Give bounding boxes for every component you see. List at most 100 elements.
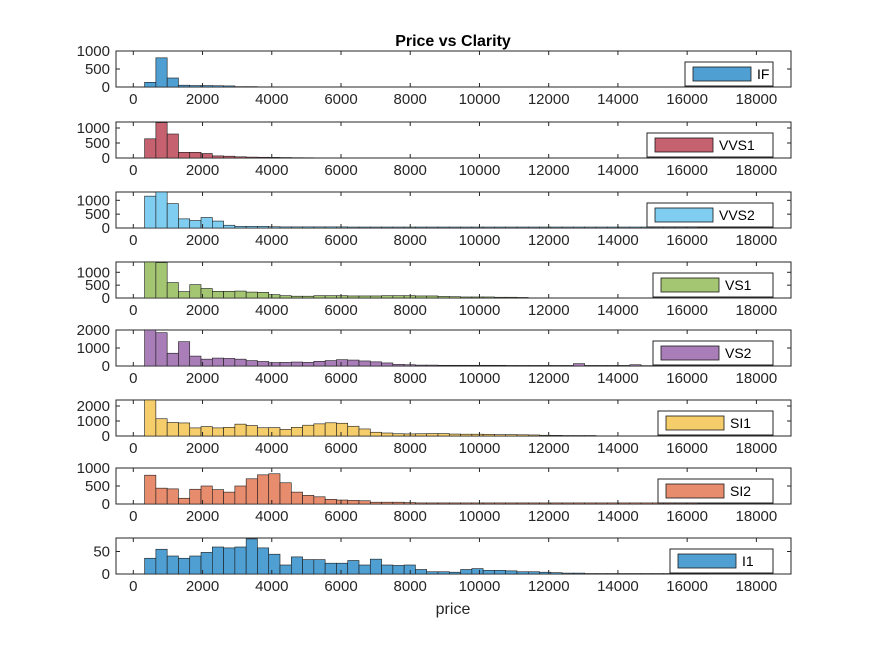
histogram-bar bbox=[381, 432, 394, 437]
x-tick-label: 12000 bbox=[528, 370, 570, 387]
histogram-bar bbox=[561, 226, 574, 229]
x-tick-label: 14000 bbox=[597, 370, 639, 387]
histogram-bar bbox=[494, 226, 507, 229]
histogram-bar bbox=[415, 295, 428, 299]
histogram-bar bbox=[302, 295, 315, 299]
x-tick-label: 6000 bbox=[324, 440, 357, 457]
histogram-bar bbox=[448, 433, 461, 437]
y-tick-label: 0 bbox=[102, 290, 110, 307]
histogram-bar bbox=[302, 495, 315, 505]
histogram-bar bbox=[324, 562, 337, 575]
x-tick-label: 12000 bbox=[528, 440, 570, 457]
x-tick-label: 18000 bbox=[736, 508, 778, 525]
histogram-bar bbox=[347, 425, 360, 437]
histogram-bar bbox=[381, 564, 394, 575]
histogram-bar bbox=[223, 85, 236, 88]
histogram-bar bbox=[448, 296, 461, 299]
x-tick-label: 2000 bbox=[186, 232, 219, 249]
histogram-bar bbox=[471, 296, 484, 299]
histogram-bar bbox=[358, 428, 371, 437]
histogram-bar bbox=[166, 488, 179, 505]
x-tick-label: 0 bbox=[129, 302, 137, 319]
histogram-bar bbox=[460, 226, 473, 229]
legend-swatch bbox=[660, 277, 720, 293]
histogram-bar bbox=[223, 224, 236, 229]
histogram-bar bbox=[212, 427, 224, 437]
histogram-bar bbox=[606, 226, 619, 229]
histogram-bar bbox=[144, 399, 157, 437]
histogram-bar bbox=[279, 362, 292, 367]
histogram-bar bbox=[257, 427, 270, 437]
histogram-bar bbox=[257, 156, 270, 159]
histogram-bar bbox=[155, 122, 168, 159]
histogram-bar bbox=[505, 226, 518, 229]
histogram-bar bbox=[336, 422, 349, 437]
x-tick-label: 2000 bbox=[186, 440, 219, 457]
histogram-bar bbox=[527, 226, 540, 229]
histogram-bar bbox=[336, 226, 349, 229]
x-tick-label: 16000 bbox=[666, 91, 708, 108]
histogram-bar bbox=[166, 352, 179, 367]
histogram-bar bbox=[279, 295, 292, 299]
x-tick-label: 12000 bbox=[528, 162, 570, 179]
histogram-bar bbox=[392, 226, 405, 229]
histogram-bar bbox=[336, 359, 349, 367]
histogram-bar bbox=[595, 365, 608, 367]
x-tick-label: 2000 bbox=[186, 162, 219, 179]
histogram-bar bbox=[618, 502, 631, 505]
histogram-bar bbox=[155, 332, 168, 367]
x-tick-label: 18000 bbox=[736, 302, 778, 319]
x-tick-label: 18000 bbox=[736, 440, 778, 457]
histogram-bar bbox=[505, 570, 518, 575]
bars-si1 bbox=[144, 399, 597, 437]
histogram-bar bbox=[313, 226, 326, 229]
histogram-bar bbox=[234, 290, 247, 299]
x-tick-label: 8000 bbox=[394, 232, 427, 249]
histogram-bar bbox=[313, 559, 326, 575]
histogram-bar bbox=[573, 572, 585, 575]
y-tick-label: 0 bbox=[102, 496, 110, 513]
x-tick-label: 14000 bbox=[597, 162, 639, 179]
histogram-bar bbox=[178, 557, 191, 575]
histogram-bar bbox=[178, 84, 191, 88]
x-tick-label: 0 bbox=[129, 440, 137, 457]
histogram-bar bbox=[212, 546, 224, 575]
x-tick-label: 0 bbox=[129, 232, 137, 249]
y-tick-label: 2000 bbox=[77, 398, 110, 415]
x-tick-label: 8000 bbox=[394, 91, 427, 108]
legend-label: VS2 bbox=[725, 345, 752, 361]
histogram-bar bbox=[290, 426, 303, 437]
y-tick-label: 0 bbox=[102, 150, 110, 167]
x-tick-label: 0 bbox=[129, 578, 137, 595]
panel-if: 0 2000 4000 6000 8000 10000 12000 14000 16000 180… bbox=[77, 43, 792, 108]
histogram-bar bbox=[595, 502, 608, 505]
histogram-bar bbox=[189, 355, 202, 367]
histogram-bar bbox=[369, 431, 382, 437]
histogram-bar bbox=[358, 295, 371, 299]
histogram-bar bbox=[437, 502, 450, 505]
histogram-bar bbox=[166, 555, 179, 575]
histogram-bar bbox=[189, 85, 202, 88]
histogram-bar bbox=[426, 433, 439, 437]
legend-label: SI1 bbox=[730, 415, 751, 431]
histogram-bar bbox=[381, 226, 394, 229]
x-tick-label: 8000 bbox=[394, 578, 427, 595]
legend-swatch bbox=[677, 553, 737, 569]
legend-swatch bbox=[692, 66, 752, 82]
y-tick-label: 0 bbox=[102, 220, 110, 237]
histogram-bar bbox=[178, 152, 191, 159]
x-tick-label: 10000 bbox=[459, 508, 501, 525]
histogram-bar bbox=[144, 329, 157, 367]
histogram-bar bbox=[245, 156, 258, 159]
bars-i1 bbox=[144, 538, 710, 575]
histogram-bar bbox=[358, 360, 371, 367]
histogram-bar bbox=[494, 364, 507, 367]
histogram-bar bbox=[550, 502, 563, 505]
legend-vvs2: VVS2 bbox=[646, 202, 774, 228]
legend-vvs1: VVS1 bbox=[646, 132, 774, 158]
histogram-bar bbox=[494, 502, 507, 505]
histogram-bar bbox=[234, 546, 247, 575]
histogram-bar bbox=[494, 570, 507, 575]
x-tick-label: 16000 bbox=[666, 302, 708, 319]
histogram-bar bbox=[268, 294, 281, 299]
